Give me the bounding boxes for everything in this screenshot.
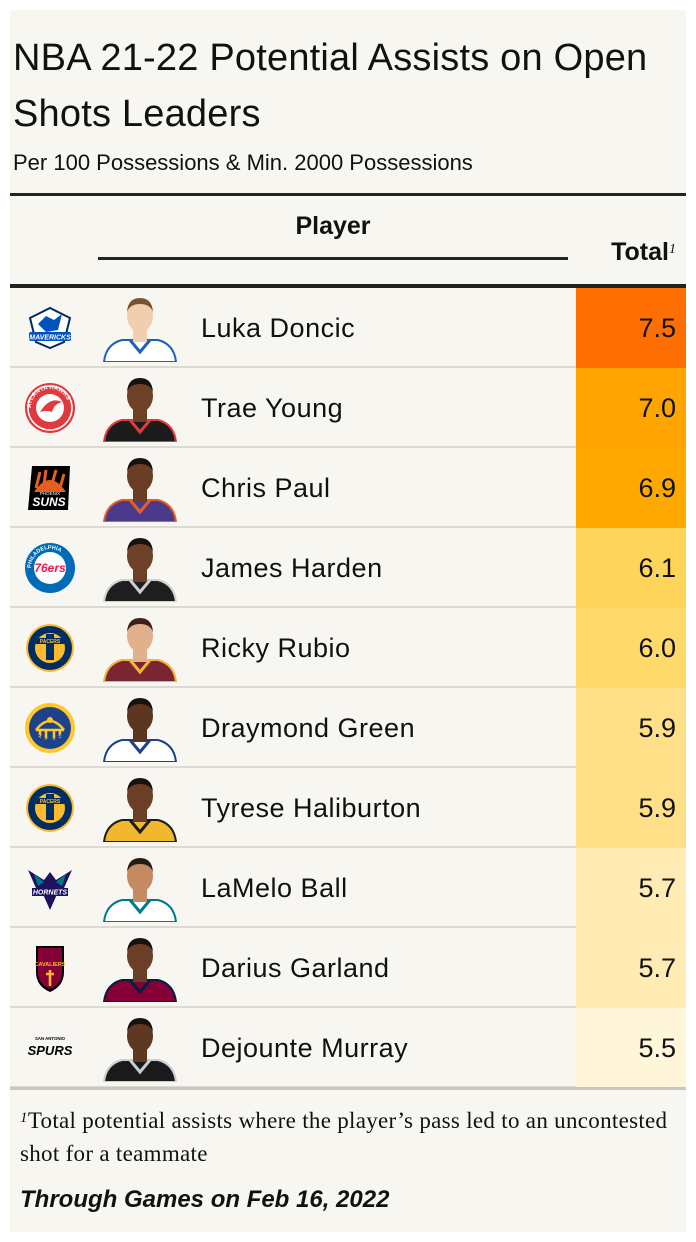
header-divider [10,284,686,288]
player-headshot-icon [100,774,180,842]
table-row: CAVALIERS Darius Garland 5.7 [10,928,686,1008]
svg-text:CAVALIERS: CAVALIERS [35,962,66,968]
table-row: WARRIORS Draymond Green 5.9 [10,688,686,768]
total-value: 5.7 [576,848,686,928]
player-header-underline [98,257,568,260]
table-row: PACERS Tyrese Haliburton 5.9 [10,768,686,848]
total-value: 7.5 [576,288,686,368]
player-table: MAVERICKS Luka Doncic 7.5 ATLANTA HAWKS Trae… [10,288,686,1088]
total-value: 6.1 [576,528,686,608]
table-row: PACERS Ricky Rubio 6.0 [10,608,686,688]
total-value: 5.9 [576,768,686,848]
total-value: 5.7 [576,928,686,1008]
pacers-logo-icon: PACERS [24,782,76,834]
player-name: LaMelo Ball [201,873,348,903]
leaderboard-card: NBA 21-22 Potential Assists on Open Shot… [10,10,686,1232]
player-name: Chris Paul [201,473,331,503]
footnote: 1Total potential assists where the playe… [20,1104,676,1170]
player-name: Ricky Rubio [201,633,351,663]
76ers-logo-icon: PHILADELPHIA 76ers [24,542,76,594]
player-name: Trae Young [201,393,344,423]
player-name: Draymond Green [201,713,416,743]
total-value: 6.0 [576,608,686,688]
spurs-logo-icon: SAN ANTONIO SPURS [24,1022,76,1074]
mavericks-logo-icon: MAVERICKS [24,302,76,354]
data-date: Through Games on Feb 16, 2022 [20,1186,390,1213]
column-header-player: Player [295,212,371,240]
hawks-logo-icon: ATLANTA HAWKS [24,382,76,434]
player-name: Luka Doncic [201,313,356,343]
svg-text:SPURS: SPURS [28,1043,73,1058]
svg-text:MAVERICKS: MAVERICKS [29,335,71,342]
cavaliers-logo-icon: CAVALIERS [24,942,76,994]
total-value: 5.5 [576,1008,686,1088]
footnote-marker: 1 [20,1110,28,1126]
total-value: 6.9 [576,448,686,528]
footnote-text: Total potential assists where the player… [20,1108,668,1166]
bottom-divider [10,1087,686,1090]
table-row: PHILADELPHIA 76ers James Harden 6.1 [10,528,686,608]
svg-text:SAN ANTONIO: SAN ANTONIO [35,1036,66,1041]
player-headshot-icon [100,1014,180,1082]
suns-logo-icon: PHOENIX SUNS [24,462,76,514]
pacers-logo-icon: PACERS [24,622,76,674]
svg-text:HORNETS: HORNETS [33,890,68,897]
player-headshot-icon [100,374,180,442]
svg-text:SUNS: SUNS [32,495,65,509]
svg-text:PACERS: PACERS [40,639,61,645]
hornets-logo-icon: HORNETS [24,862,76,914]
player-name: Darius Garland [201,953,390,983]
page-title: NBA 21-22 Potential Assists on Open Shot… [13,37,648,135]
player-name: Dejounte Murray [201,1033,409,1063]
svg-text:PACERS: PACERS [40,799,61,805]
player-name: James Harden [201,553,383,583]
player-name: Tyrese Haliburton [201,793,422,823]
table-row: ATLANTA HAWKS Trae Young 7.0 [10,368,686,448]
table-row: HORNETS LaMelo Ball 5.7 [10,848,686,928]
table-row: PHOENIX SUNS Chris Paul 6.9 [10,448,686,528]
player-headshot-icon [100,534,180,602]
total-value: 7.0 [576,368,686,448]
player-headshot-icon [100,294,180,362]
player-headshot-icon [100,614,180,682]
column-header-total: Total1 [611,236,676,268]
total-footnote-marker: 1 [669,242,676,257]
table-row: SAN ANTONIO SPURS Dejounte Murray 5.5 [10,1008,686,1088]
svg-text:76ers: 76ers [34,561,66,575]
warriors-logo-icon: WARRIORS [24,702,76,754]
top-divider [10,193,686,196]
page-subtitle: Per 100 Possessions & Min. 2000 Possessi… [13,150,473,175]
svg-text:PHOENIX: PHOENIX [40,491,60,496]
total-header-label: Total [611,238,669,266]
player-headshot-icon [100,854,180,922]
player-headshot-icon [100,454,180,522]
total-value: 5.9 [576,688,686,768]
player-headshot-icon [100,694,180,762]
table-row: MAVERICKS Luka Doncic 7.5 [10,288,686,368]
player-headshot-icon [100,934,180,1002]
